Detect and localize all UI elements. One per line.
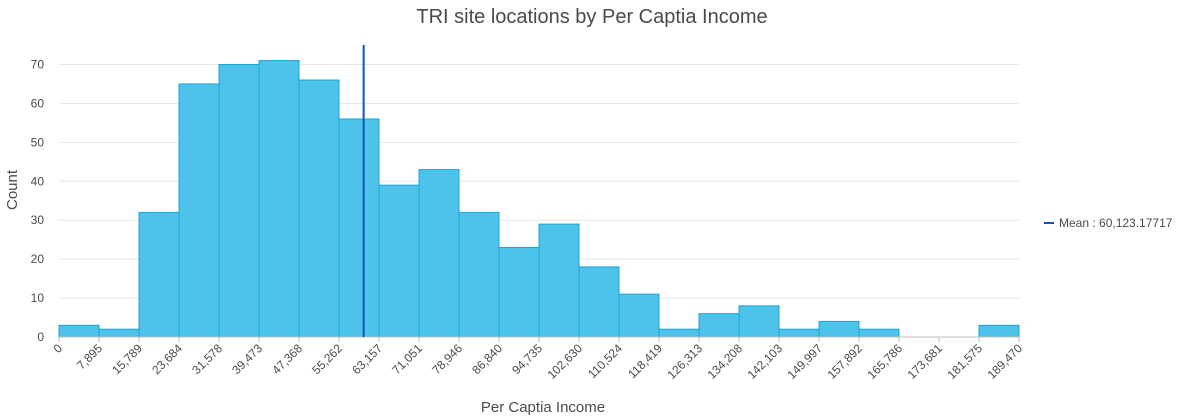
x-tick-label: 134,208	[705, 341, 746, 382]
y-tick-label: 40	[31, 174, 45, 188]
x-tick-label: 94,735	[509, 341, 545, 377]
x-tick-label: 0	[50, 341, 65, 356]
histogram-bar[interactable]	[658, 328, 700, 338]
x-tick-label: 39,473	[229, 341, 265, 377]
x-tick-label: 47,368	[269, 341, 305, 377]
histogram-bar[interactable]	[858, 328, 900, 338]
legend[interactable]: Mean : 60,123.17717	[1044, 216, 1173, 230]
x-tick-label: 78,946	[429, 341, 465, 377]
histogram-bar[interactable]	[698, 313, 740, 338]
histogram-bar[interactable]	[538, 223, 580, 338]
x-tick-label: 86,840	[469, 341, 505, 377]
histogram-bar[interactable]	[458, 211, 500, 338]
x-tick-label: 189,470	[985, 341, 1026, 382]
histogram-bar[interactable]	[978, 324, 1020, 338]
x-tick-label: 23,684	[149, 341, 185, 377]
histogram-bar[interactable]	[338, 118, 380, 338]
y-tick-label: 70	[31, 57, 45, 71]
y-tick-label: 30	[31, 213, 45, 227]
y-tick-label: 0	[37, 330, 44, 344]
x-tick-label: 173,681	[905, 341, 946, 382]
histogram-bar[interactable]	[378, 184, 420, 338]
x-tick-label: 126,313	[665, 341, 706, 382]
x-tick-label: 31,578	[189, 341, 225, 377]
x-tick-label: 157,892	[825, 341, 866, 382]
x-tick-label: 55,262	[309, 341, 345, 377]
x-tick-label: 71,051	[389, 341, 425, 377]
histogram-bar[interactable]	[818, 320, 860, 338]
y-axis-title: Count	[4, 169, 21, 210]
histogram-bar[interactable]	[618, 293, 660, 338]
histogram-bar[interactable]	[738, 305, 780, 338]
histogram-bar[interactable]	[578, 266, 620, 338]
histogram-bar[interactable]	[258, 60, 300, 338]
x-tick-label: 102,630	[545, 341, 586, 382]
histogram-bar[interactable]	[178, 83, 220, 338]
histogram-bar[interactable]	[218, 63, 260, 338]
x-tick-label: 7,895	[74, 341, 105, 372]
y-tick-label: 20	[31, 252, 45, 266]
x-tick-label: 165,786	[865, 341, 906, 382]
legend-mean-label: Mean : 60,123.17717	[1059, 216, 1173, 230]
histogram-bar[interactable]	[498, 246, 540, 338]
histogram-bar[interactable]	[298, 79, 340, 338]
histogram-bar[interactable]	[778, 328, 820, 338]
histogram-bar[interactable]	[138, 211, 180, 338]
x-axis-title: Per Captia Income	[481, 399, 605, 416]
x-tick-label: 63,157	[349, 341, 385, 377]
histogram-bar[interactable]	[418, 169, 460, 338]
y-tick-label: 10	[31, 291, 45, 305]
histogram-bar[interactable]	[98, 328, 140, 338]
bars	[58, 60, 1020, 338]
x-tick-label: 181,575	[945, 341, 986, 382]
x-tick-label: 15,789	[109, 341, 145, 377]
chart-title: TRI site locations by Per Captia Income	[416, 6, 767, 28]
x-tick-label: 110,524	[585, 341, 625, 381]
histogram-bar[interactable]	[58, 324, 100, 338]
x-tick-label: 142,103	[745, 341, 786, 382]
x-tick-label: 118,419	[625, 341, 665, 381]
y-tick-label: 60	[31, 96, 45, 110]
x-tick-label: 149,997	[785, 341, 826, 382]
y-tick-label: 50	[31, 135, 45, 149]
